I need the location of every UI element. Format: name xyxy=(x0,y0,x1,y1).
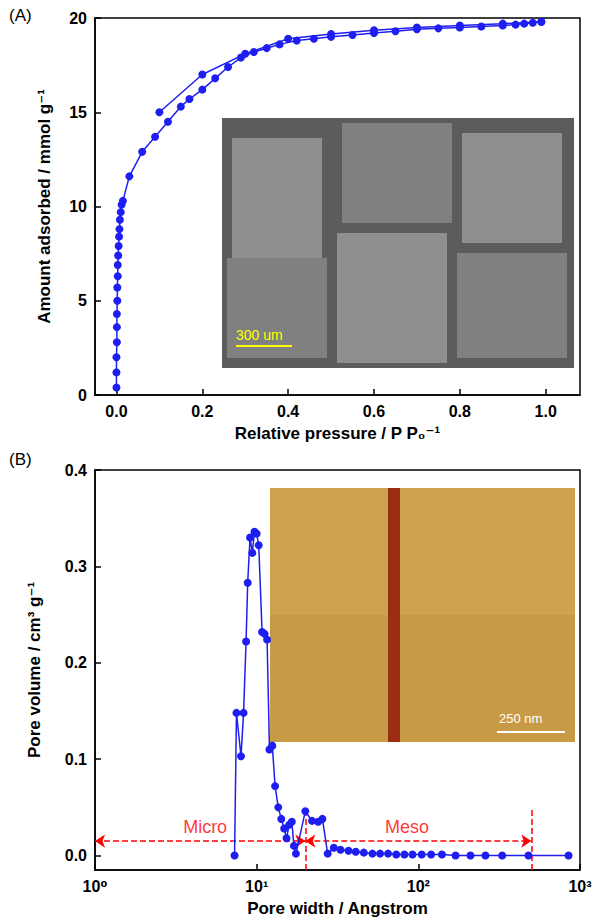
svg-text:0.0: 0.0 xyxy=(65,847,87,864)
svg-text:10: 10 xyxy=(69,198,87,215)
svg-text:0.4: 0.4 xyxy=(65,462,87,479)
svg-text:5: 5 xyxy=(78,292,87,309)
svg-text:15: 15 xyxy=(69,104,87,121)
svg-text:0.4: 0.4 xyxy=(277,403,299,420)
svg-text:10⁰: 10⁰ xyxy=(83,878,108,895)
svg-text:0.8: 0.8 xyxy=(449,403,471,420)
svg-text:0.2: 0.2 xyxy=(65,654,87,671)
svg-text:250 nm: 250 nm xyxy=(499,711,542,726)
svg-text:0.6: 0.6 xyxy=(363,403,385,420)
svg-text:(B): (B) xyxy=(9,450,32,469)
svg-text:1.0: 1.0 xyxy=(535,403,557,420)
svg-text:0.1: 0.1 xyxy=(65,751,87,768)
svg-text:0.3: 0.3 xyxy=(65,558,87,575)
svg-text:10²: 10² xyxy=(407,878,430,895)
svg-text:Amount adsorbed / mmol g⁻¹: Amount adsorbed / mmol g⁻¹ xyxy=(35,89,54,324)
svg-text:0.0: 0.0 xyxy=(105,403,127,420)
svg-text:Pore volume / cm³ g⁻¹: Pore volume / cm³ g⁻¹ xyxy=(25,582,44,759)
svg-text:0: 0 xyxy=(78,387,87,404)
svg-text:(A): (A) xyxy=(9,6,32,25)
svg-text:300 um: 300 um xyxy=(236,327,283,343)
svg-text:Micro: Micro xyxy=(183,817,227,837)
svg-text:10³: 10³ xyxy=(568,878,591,895)
svg-text:Pore width / Angstrom: Pore width / Angstrom xyxy=(247,899,428,918)
svg-text:Meso: Meso xyxy=(385,817,429,837)
svg-text:20: 20 xyxy=(69,10,87,27)
svg-text:0.2: 0.2 xyxy=(191,403,213,420)
svg-text:10¹: 10¹ xyxy=(245,878,268,895)
svg-text:Relative pressure / P P₀⁻¹: Relative pressure / P P₀⁻¹ xyxy=(235,424,441,443)
